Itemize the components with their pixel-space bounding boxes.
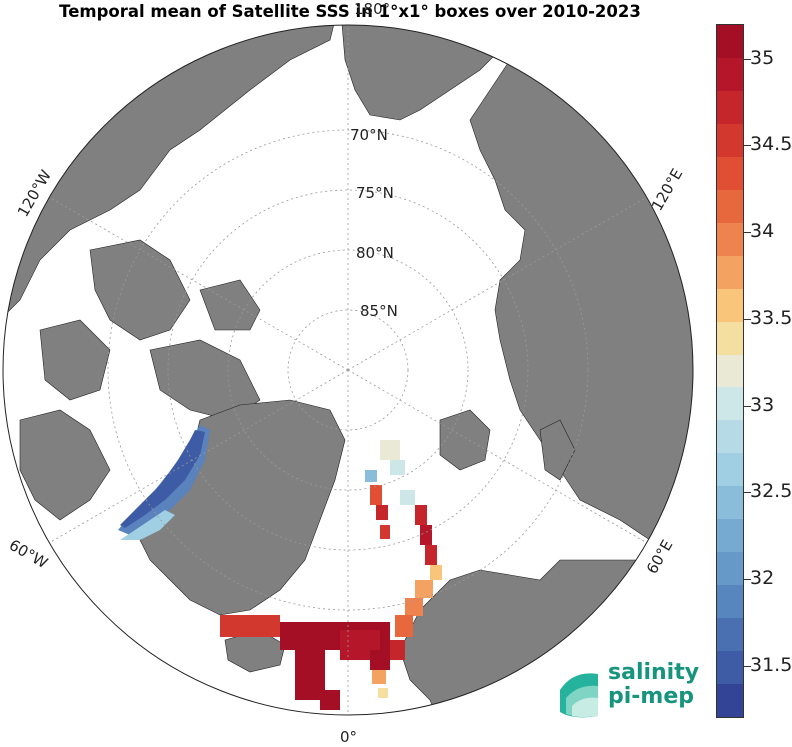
colorbar-tick-label: 31.5	[750, 653, 792, 676]
lon-label-60e: 60°E	[643, 537, 677, 577]
colorbar-segment	[717, 618, 743, 652]
lat-label-80: 80°N	[356, 244, 394, 262]
colorbar-tick-label: 33.5	[750, 306, 792, 329]
colorbar-segment	[717, 519, 743, 553]
map-boundary	[2, 24, 694, 716]
lon-label-180: 180°	[354, 0, 390, 18]
land-archipelago-4	[199, 279, 261, 331]
colorbar-segment	[717, 552, 743, 586]
colorbar-tick	[744, 492, 751, 494]
colorbar-segment	[717, 651, 743, 685]
colorbar-segment	[717, 387, 743, 421]
colorbar-segment	[717, 255, 743, 289]
colorbar-segment	[717, 486, 743, 520]
land-novaya-zemlya	[539, 419, 576, 481]
lat-label-85: 85°N	[360, 302, 398, 320]
colorbar-tick	[744, 405, 751, 407]
colorbar	[716, 24, 744, 718]
land-svalbard	[439, 409, 491, 471]
colorbar-segment	[717, 25, 743, 58]
land-archipelago-1	[89, 239, 191, 341]
colorbar-segment	[717, 684, 743, 718]
colorbar-segment	[717, 123, 743, 157]
lat-label-75: 75°N	[356, 184, 394, 202]
lat-label-70: 70°N	[350, 126, 388, 144]
colorbar-tick	[744, 145, 751, 147]
colorbar-tick-label: 35	[750, 46, 775, 69]
colorbar-tick-label: 33	[750, 393, 775, 416]
colorbar-tick-label: 34	[750, 220, 775, 243]
colorbar-segment	[717, 57, 743, 91]
colorbar-tick	[744, 579, 751, 581]
lon-label-0: 0°	[340, 728, 357, 746]
land-baffin	[19, 409, 111, 521]
colorbar-tick-label: 34.5	[750, 133, 792, 156]
colorbar-segment	[717, 420, 743, 454]
logo-text-salinity: salinity	[608, 660, 700, 685]
sss-data-layer	[118, 425, 442, 710]
graticule	[48, 25, 648, 715]
land-archipelago-2	[39, 319, 111, 401]
salinity-pi-mep-logo	[560, 673, 598, 718]
map-title: Temporal mean of Satellite SSS in 1°x1° …	[59, 2, 641, 21]
colorbar-segment	[717, 321, 743, 355]
colorbar-segment	[717, 288, 743, 322]
colorbar-tick-label: 32.5	[750, 480, 792, 503]
colorbar-segment	[717, 453, 743, 487]
colorbar-segment	[717, 156, 743, 190]
colorbar-segment	[717, 585, 743, 619]
colorbar-segment	[717, 354, 743, 388]
lon-label-120e: 120°E	[648, 166, 686, 214]
colorbar-tick	[744, 318, 751, 320]
polar-sss-map: 70°N 75°N 80°N 85°N 120°W 120°E 60°W 60°…	[2, 0, 694, 746]
colorbar-tick	[744, 665, 751, 667]
colorbar-segment	[717, 222, 743, 256]
lon-label-60w: 60°W	[6, 536, 51, 572]
colorbar-tick-label: 32	[750, 567, 775, 590]
colorbar-segment	[717, 189, 743, 223]
colorbar-segment	[717, 90, 743, 124]
colorbar-tick	[744, 232, 751, 234]
logo-text-pi-mep: pi-mep	[608, 684, 695, 709]
colorbar-tick	[744, 58, 751, 60]
